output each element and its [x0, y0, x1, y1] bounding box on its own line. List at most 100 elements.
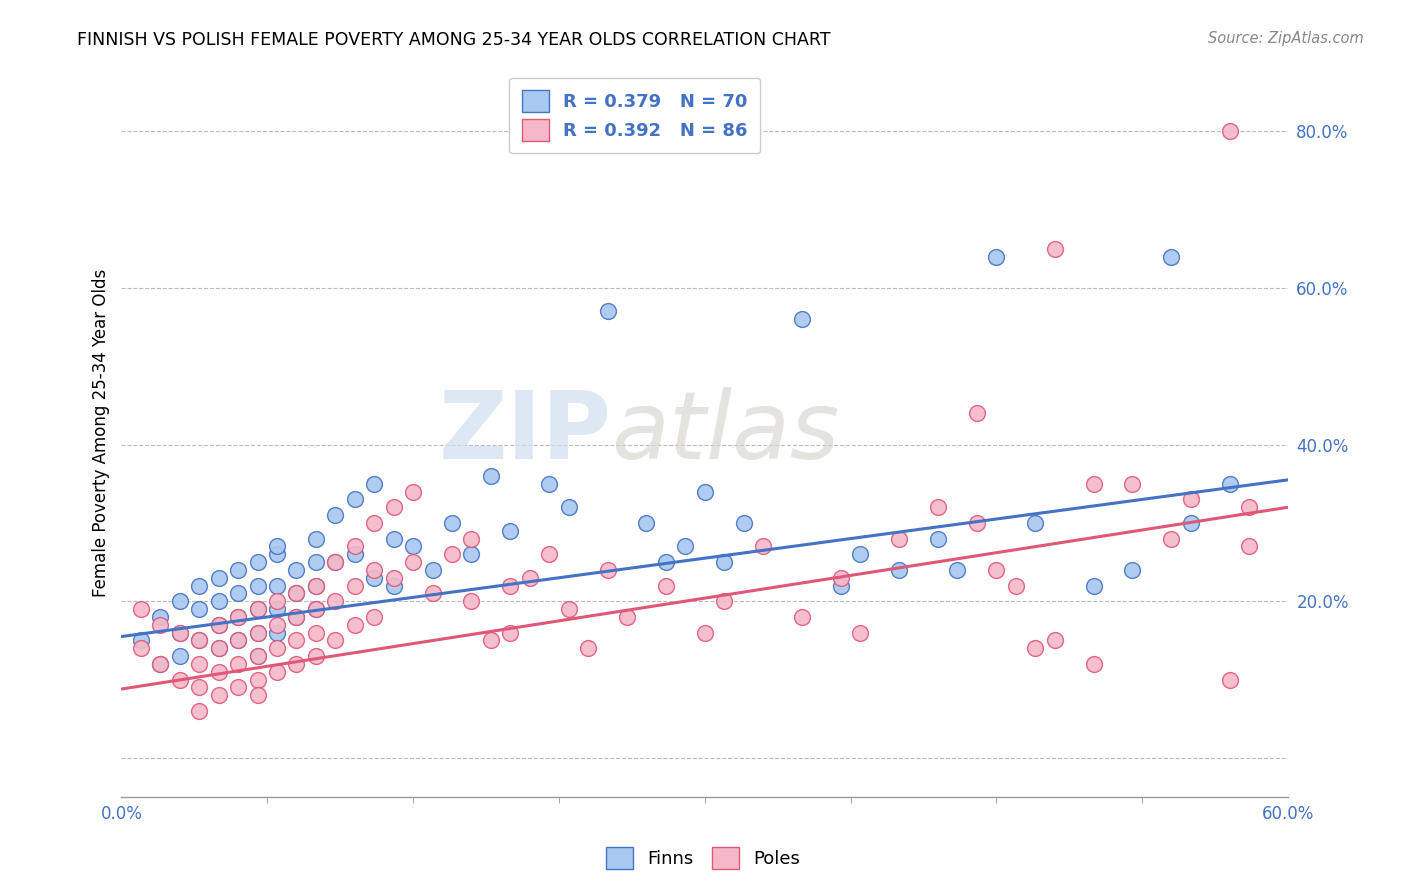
Point — [266, 579, 288, 593]
Point — [246, 649, 269, 664]
Point — [830, 571, 852, 585]
Point — [1237, 500, 1260, 515]
Point — [363, 610, 385, 624]
Point — [343, 492, 366, 507]
Point — [208, 641, 231, 656]
Point — [305, 649, 328, 664]
Point — [226, 563, 249, 577]
Point — [188, 602, 211, 616]
Point — [382, 500, 405, 515]
Point — [323, 555, 346, 569]
Point — [169, 594, 191, 608]
Point — [285, 633, 308, 648]
Y-axis label: Female Poverty Among 25-34 Year Olds: Female Poverty Among 25-34 Year Olds — [93, 268, 110, 597]
Point — [188, 633, 211, 648]
Point — [305, 625, 328, 640]
Point — [323, 633, 346, 648]
Point — [382, 579, 405, 593]
Point — [1219, 476, 1241, 491]
Point — [149, 617, 172, 632]
Point — [285, 586, 308, 600]
Point — [849, 625, 872, 640]
Point — [305, 602, 328, 616]
Point — [305, 532, 328, 546]
Point — [208, 617, 231, 632]
Point — [129, 633, 152, 648]
Point — [1024, 641, 1046, 656]
Point — [246, 673, 269, 687]
Point — [499, 625, 522, 640]
Point — [149, 610, 172, 624]
Point — [188, 657, 211, 671]
Point — [713, 594, 735, 608]
Point — [323, 508, 346, 522]
Point — [323, 594, 346, 608]
Point — [246, 555, 269, 569]
Point — [402, 484, 425, 499]
Point — [946, 563, 969, 577]
Point — [460, 594, 482, 608]
Point — [986, 563, 1008, 577]
Text: ZIP: ZIP — [439, 387, 612, 479]
Point — [557, 602, 579, 616]
Point — [693, 484, 716, 499]
Point — [226, 633, 249, 648]
Point — [266, 641, 288, 656]
Point — [266, 602, 288, 616]
Point — [226, 633, 249, 648]
Point — [343, 540, 366, 554]
Point — [1083, 657, 1105, 671]
Point — [363, 563, 385, 577]
Point — [616, 610, 638, 624]
Point — [208, 641, 231, 656]
Point — [422, 563, 444, 577]
Point — [149, 657, 172, 671]
Point — [479, 469, 502, 483]
Point — [382, 571, 405, 585]
Point — [673, 540, 696, 554]
Point — [752, 540, 775, 554]
Point — [305, 579, 328, 593]
Point — [713, 555, 735, 569]
Point — [830, 579, 852, 593]
Point — [226, 610, 249, 624]
Point — [363, 571, 385, 585]
Point — [226, 610, 249, 624]
Point — [693, 625, 716, 640]
Point — [169, 625, 191, 640]
Point — [1043, 633, 1066, 648]
Point — [1219, 673, 1241, 687]
Point — [655, 555, 678, 569]
Point — [226, 657, 249, 671]
Point — [1160, 532, 1182, 546]
Point — [246, 602, 269, 616]
Point — [266, 625, 288, 640]
Point — [208, 571, 231, 585]
Point — [208, 665, 231, 679]
Point — [305, 555, 328, 569]
Point — [208, 617, 231, 632]
Point — [305, 579, 328, 593]
Point — [636, 516, 658, 530]
Point — [1043, 242, 1066, 256]
Point — [188, 633, 211, 648]
Point — [655, 579, 678, 593]
Point — [285, 610, 308, 624]
Legend: R = 0.379   N = 70, R = 0.392   N = 86: R = 0.379 N = 70, R = 0.392 N = 86 — [509, 78, 761, 153]
Point — [1024, 516, 1046, 530]
Point — [1180, 516, 1202, 530]
Point — [382, 532, 405, 546]
Point — [460, 547, 482, 561]
Point — [889, 563, 911, 577]
Point — [246, 688, 269, 702]
Point — [246, 579, 269, 593]
Point — [266, 665, 288, 679]
Point — [226, 681, 249, 695]
Point — [538, 476, 561, 491]
Point — [169, 625, 191, 640]
Point — [966, 516, 988, 530]
Point — [1121, 476, 1143, 491]
Point — [966, 406, 988, 420]
Point — [363, 476, 385, 491]
Point — [790, 312, 813, 326]
